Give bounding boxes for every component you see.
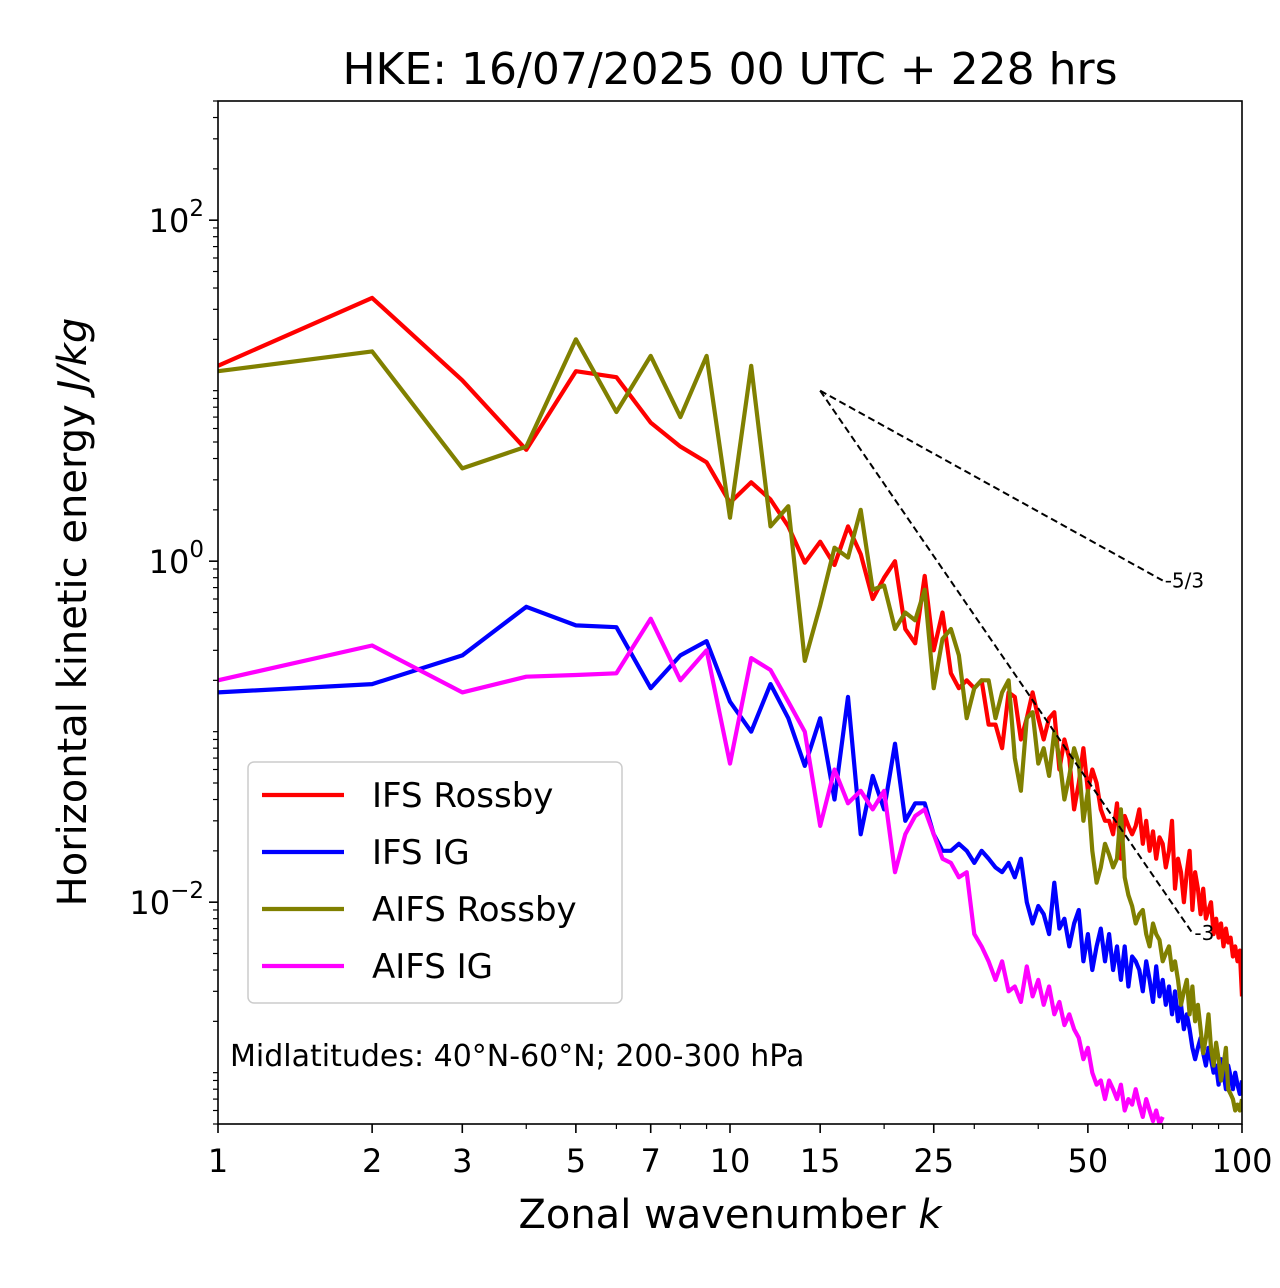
region-annotation: Midlatitudes: 40°N-60°N; 200-300 hPa — [230, 1039, 804, 1074]
x-tick-label: 10 — [710, 1142, 751, 1180]
x-axis-label: Zonal wavenumber k — [518, 1192, 943, 1238]
legend-label-3: AIFS Rossby — [372, 890, 577, 930]
y-tick-label: 10−2 — [129, 878, 204, 922]
x-tick-label: 5 — [566, 1142, 586, 1180]
y-axis: 10−2 100 102 — [129, 100, 218, 1125]
y-axis-label: Horizontal kinetic energy J/kg — [50, 318, 96, 907]
x-axis-label-var: k — [918, 1192, 943, 1238]
y-axis-label-units: J/kg — [50, 318, 96, 399]
legend: IFS Rossby IFS IG AIFS Rossby AIFS IG — [247, 761, 623, 1004]
legend-box — [247, 761, 623, 1004]
x-tick-label: 50 — [1068, 1142, 1109, 1180]
y-tick-label: 100 — [149, 537, 204, 581]
x-tick-label: 100 — [1211, 1142, 1272, 1180]
x-tick-label: 3 — [452, 1142, 472, 1180]
y-axis-label-text: Horizontal kinetic energy — [50, 404, 96, 906]
x-tick-label: 7 — [641, 1142, 661, 1180]
chart-title: HKE: 16/07/2025 00 UTC + 228 hrs — [342, 44, 1117, 95]
x-tick-label: 1 — [208, 1142, 228, 1180]
slope-label-1: -5/3 — [1165, 569, 1204, 593]
x-tick-label: 2 — [362, 1142, 382, 1180]
x-tick-label: 25 — [913, 1142, 954, 1180]
legend-label-2: IFS IG — [372, 833, 470, 873]
x-axis: 1 2 3 5 7 10 15 25 50 100 — [208, 1124, 1273, 1180]
series-layer — [218, 295, 1242, 1124]
series-line-4 — [218, 616, 1165, 1124]
legend-label-4: AIFS IG — [372, 947, 493, 987]
slope-label-2: -3 — [1194, 921, 1214, 945]
y-tick-label: 102 — [149, 196, 204, 240]
x-axis-label-text: Zonal wavenumber — [518, 1192, 906, 1238]
x-tick-label: 15 — [800, 1142, 841, 1180]
series-line-3 — [218, 337, 1242, 1113]
reference-slopes: -5/3 -3 — [819, 389, 1214, 945]
legend-label-1: IFS Rossby — [372, 776, 553, 816]
